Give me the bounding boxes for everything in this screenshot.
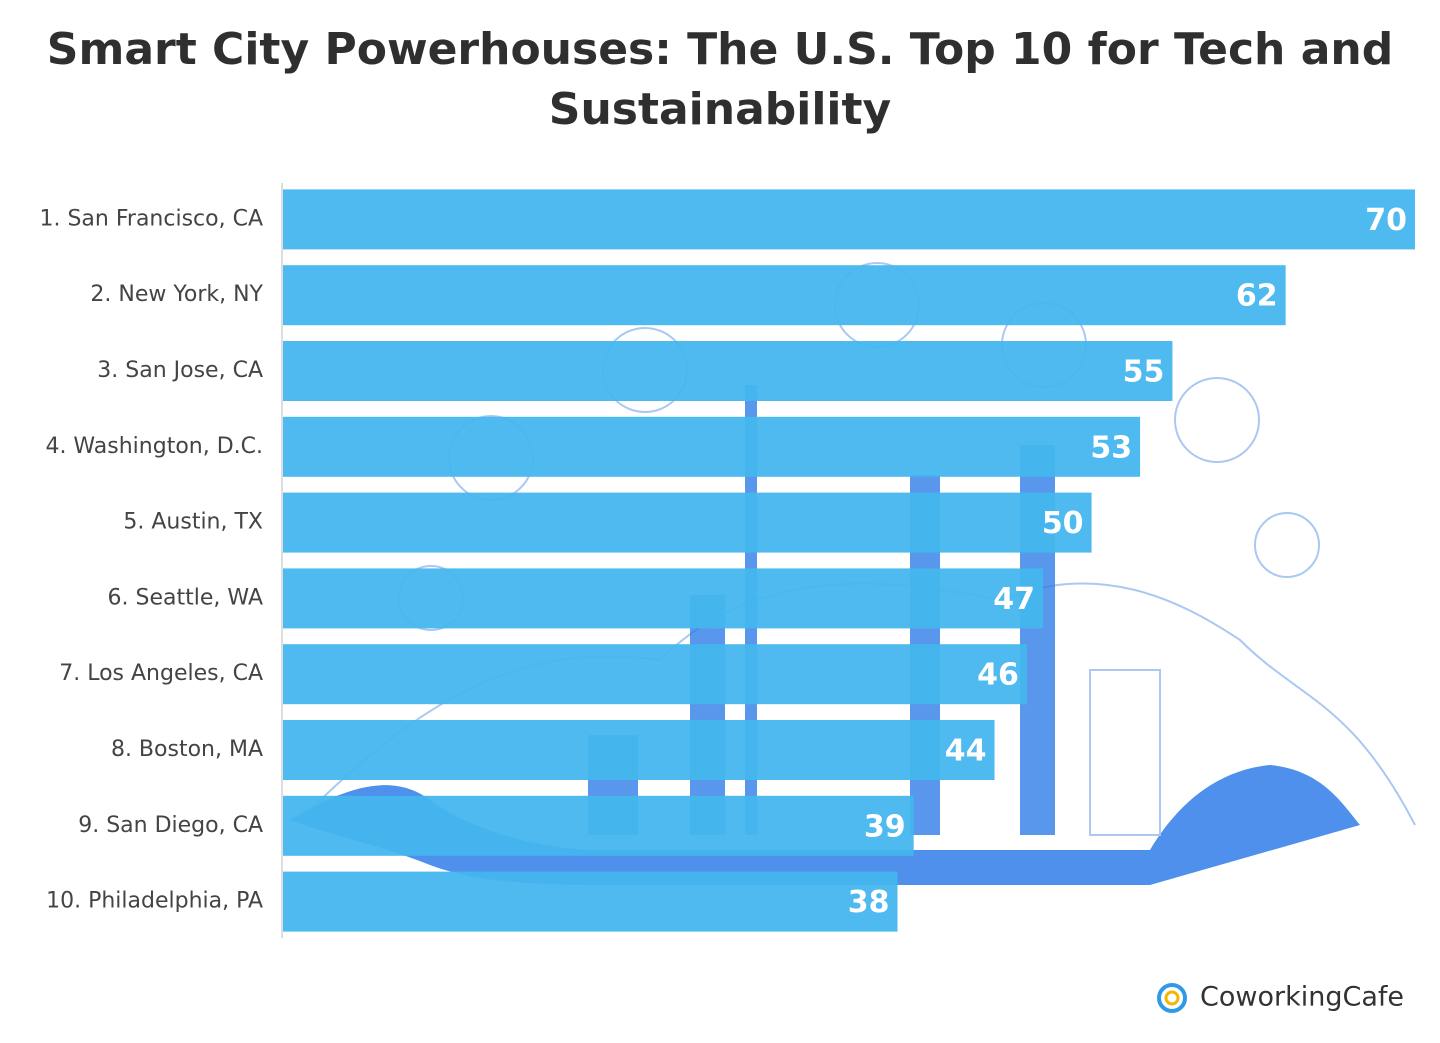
- value-label: 47: [993, 582, 1035, 617]
- bar: [283, 720, 995, 780]
- value-label: 62: [1236, 279, 1278, 314]
- bar: [283, 265, 1286, 326]
- category-label: 2. New York, NY: [90, 282, 263, 307]
- logo: CoworkingCafe: [1157, 982, 1404, 1013]
- category-label: 1. San Francisco, CA: [39, 206, 263, 231]
- building: [1089, 669, 1161, 836]
- value-label: 53: [1090, 430, 1132, 465]
- logo-icon: [1157, 983, 1187, 1013]
- bar: [283, 568, 1044, 629]
- bar: [283, 644, 1027, 705]
- bar: [283, 492, 1092, 553]
- category-label: 7. Los Angeles, CA: [59, 661, 263, 686]
- category-label: 5. Austin, TX: [123, 510, 263, 535]
- bar: [283, 341, 1173, 401]
- bar: [283, 871, 898, 932]
- bar: [283, 189, 1415, 250]
- bar: [283, 795, 914, 856]
- chart-title: Smart City Powerhouses: The U.S. Top 10 …: [46, 24, 1394, 135]
- category-label: 8. Boston, MA: [111, 737, 263, 762]
- value-label: 55: [1123, 355, 1165, 390]
- value-label: 70: [1365, 203, 1407, 238]
- icon-circle: [1174, 377, 1260, 463]
- value-label: 39: [864, 809, 906, 844]
- logo-icon: [1164, 990, 1180, 1006]
- icon-circle: [1254, 512, 1320, 578]
- value-label: 38: [848, 885, 890, 920]
- logo-text: CoworkingCafe: [1200, 982, 1404, 1013]
- category-label: 3. San Jose, CA: [97, 358, 263, 383]
- value-label: 46: [977, 658, 1019, 693]
- category-label: 4. Washington, D.C.: [45, 434, 263, 459]
- value-label: 50: [1042, 506, 1084, 541]
- category-label: 10. Philadelphia, PA: [46, 889, 263, 914]
- bar: [283, 416, 1141, 477]
- category-label: 6. Seattle, WA: [108, 585, 263, 610]
- building: [690, 595, 725, 835]
- value-label: 44: [945, 734, 987, 769]
- category-label: 9. San Diego, CA: [78, 813, 263, 838]
